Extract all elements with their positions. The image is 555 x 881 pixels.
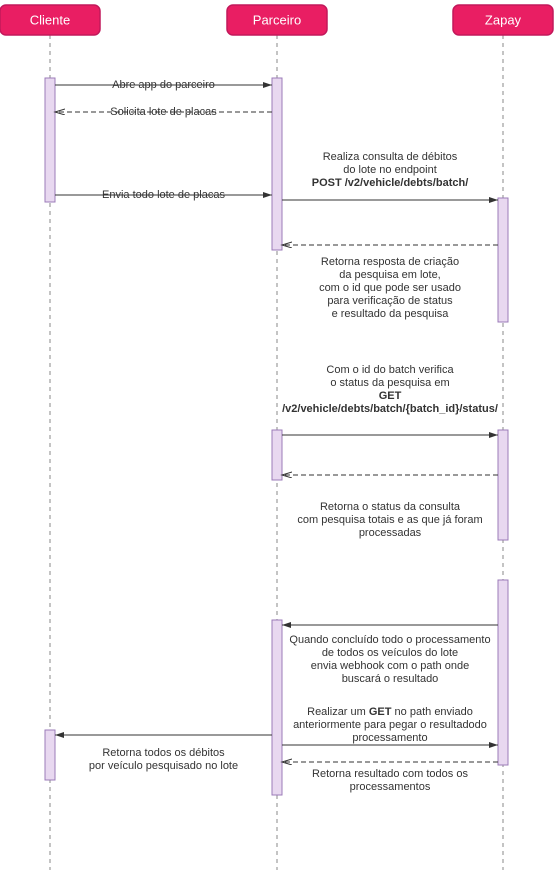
note-text-16-1: processamentos — [350, 781, 431, 793]
message-text-12-1: anteriormente para pegar o resultadodo — [293, 719, 487, 731]
activation-cliente-0 — [45, 78, 55, 202]
note-text-5-4: e resultado da pesquisa — [332, 308, 450, 320]
activation-cliente-7 — [45, 730, 55, 780]
message-text-3-2: POST /v2/vehicle/debts/batch/ — [312, 177, 469, 189]
note-text-11-1: de todos os veículos do lote — [322, 647, 458, 659]
note-text-14-1: por veículo pesquisado no lote — [89, 760, 238, 772]
note-text-6-2: GET — [379, 390, 402, 402]
message-text-12-2: processamento — [352, 732, 427, 744]
note-text-5-1: da pesquisa em lote, — [339, 269, 441, 281]
activation-zapay-5 — [498, 580, 508, 765]
message-text-3-1: do lote no endpoint — [343, 164, 437, 176]
message-text-2-0: Envia todo lote de placas — [102, 189, 225, 201]
activation-zapay-4 — [498, 430, 508, 540]
message-text-0-0: Abre app do parceiro — [112, 79, 215, 91]
note-text-14-0: Retorna todos os débitos — [102, 747, 225, 759]
note-text-5-2: com o id que pode ser usado — [319, 282, 461, 294]
activation-zapay-2 — [498, 198, 508, 322]
note-text-11-0: Quando concluído todo o processamento — [289, 634, 490, 646]
note-text-5-3: para verificação de status — [327, 295, 453, 307]
sequence-diagram: Cliente Parceiro Zapay Abre app do parceiro… — [0, 0, 555, 881]
message-text-1-0: Solicita lote de placas — [110, 106, 217, 118]
participant-label-parceiro: Parceiro — [253, 12, 301, 27]
note-text-6-1: o status da pesquisa em — [330, 377, 449, 389]
message-text-3-0: Realiza consulta de débitos — [323, 151, 458, 163]
message-text-12-0: Realizar um GET no path enviado — [307, 706, 473, 718]
note-text-6-3: /v2/vehicle/debts/batch/{batch_id}/statu… — [282, 403, 498, 415]
participant-label-zapay: Zapay — [485, 12, 522, 27]
activation-parceiro-3 — [272, 430, 282, 480]
participant-label-cliente: Cliente — [30, 12, 70, 27]
note-text-5-0: Retorna resposta de criação — [321, 256, 459, 268]
note-text-6-0: Com o id do batch verifica — [326, 364, 454, 376]
activation-parceiro-1 — [272, 78, 282, 250]
activation-parceiro-6 — [272, 620, 282, 795]
note-text-9-2: processadas — [359, 527, 422, 539]
note-text-11-3: buscará o resultado — [342, 673, 439, 685]
note-text-11-2: envia webhook com o path onde — [311, 660, 469, 672]
note-text-9-1: com pesquisa totais e as que já foram — [297, 514, 482, 526]
note-text-16-0: Retorna resultado com todos os — [312, 768, 468, 780]
note-text-9-0: Retorna o status da consulta — [320, 501, 461, 513]
